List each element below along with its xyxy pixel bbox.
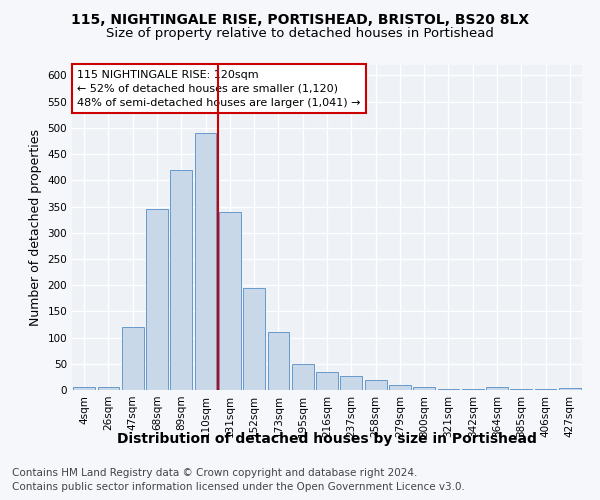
Bar	[243, 288, 265, 390]
Bar	[268, 332, 289, 390]
Text: Contains HM Land Registry data © Crown copyright and database right 2024.: Contains HM Land Registry data © Crown c…	[12, 468, 418, 477]
Y-axis label: Number of detached properties: Number of detached properties	[29, 129, 42, 326]
Text: Contains public sector information licensed under the Open Government Licence v3: Contains public sector information licen…	[12, 482, 465, 492]
Bar	[535, 389, 556, 390]
Bar	[462, 389, 484, 390]
Bar	[486, 388, 508, 390]
Bar	[511, 389, 532, 390]
Bar	[365, 380, 386, 390]
Text: 115, NIGHTINGALE RISE, PORTISHEAD, BRISTOL, BS20 8LX: 115, NIGHTINGALE RISE, PORTISHEAD, BRIST…	[71, 12, 529, 26]
Bar	[146, 209, 168, 390]
Bar	[219, 212, 241, 390]
Text: 115 NIGHTINGALE RISE: 120sqm
← 52% of detached houses are smaller (1,120)
48% of: 115 NIGHTINGALE RISE: 120sqm ← 52% of de…	[77, 70, 361, 108]
Bar	[389, 385, 411, 390]
Bar	[194, 133, 217, 390]
Bar	[170, 170, 192, 390]
Text: Size of property relative to detached houses in Portishead: Size of property relative to detached ho…	[106, 28, 494, 40]
Bar	[122, 327, 143, 390]
Bar	[437, 389, 460, 390]
Bar	[292, 364, 314, 390]
Bar	[73, 388, 95, 390]
Bar	[413, 387, 435, 390]
Bar	[316, 372, 338, 390]
Text: Distribution of detached houses by size in Portishead: Distribution of detached houses by size …	[117, 432, 537, 446]
Bar	[97, 388, 119, 390]
Bar	[340, 376, 362, 390]
Bar	[559, 388, 581, 390]
